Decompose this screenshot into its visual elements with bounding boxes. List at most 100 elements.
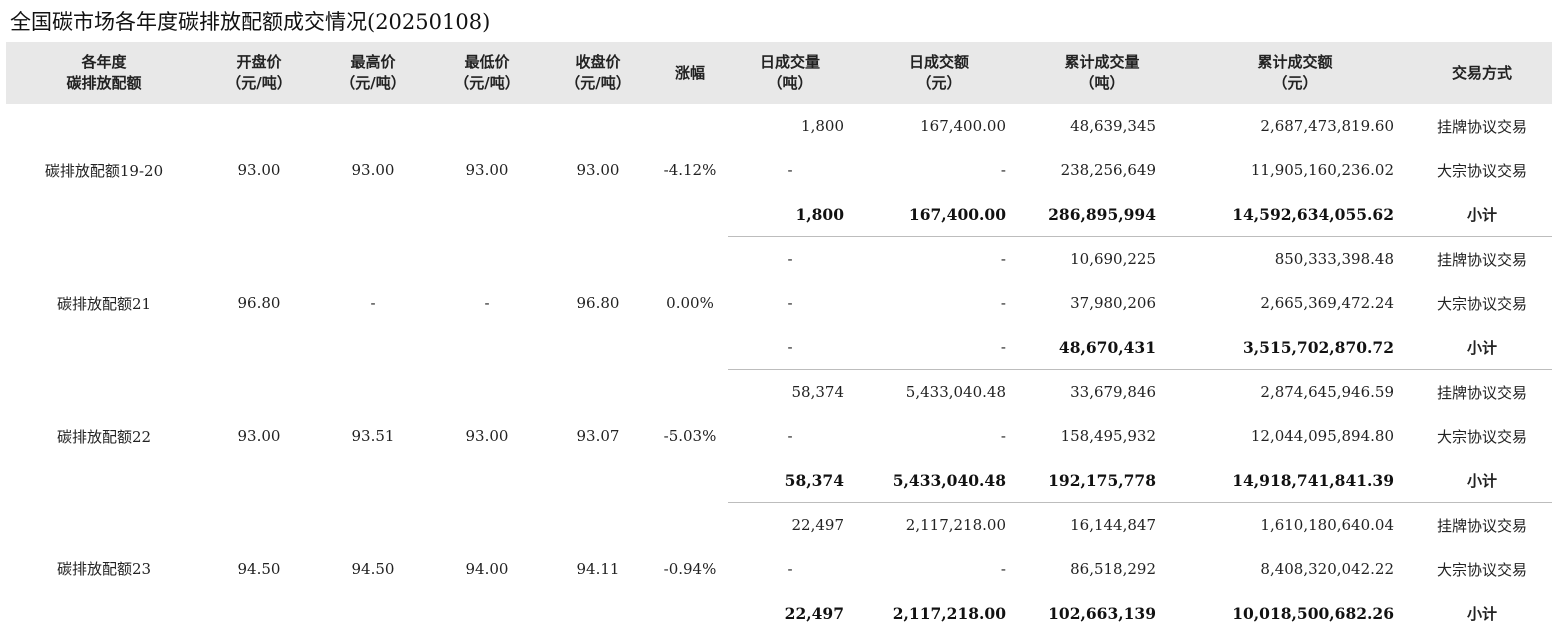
high-price: 94.50 <box>316 503 430 635</box>
low-price: 93.00 <box>430 104 544 237</box>
daily-amount: 167,400.00 <box>852 104 1026 148</box>
cumulative-volume: 10,690,225 <box>1026 237 1178 282</box>
open-price: 93.00 <box>202 370 316 503</box>
daily-volume: - <box>728 148 852 192</box>
allowance-name: 碳排放配额19-20 <box>6 104 202 237</box>
cumulative-volume: 158,495,932 <box>1026 414 1178 458</box>
low-price: 94.00 <box>430 503 544 635</box>
daily-volume: 58,374 <box>728 370 852 415</box>
header-daily-amount: 日成交额（元） <box>852 42 1026 104</box>
cumulative-volume: 48,639,345 <box>1026 104 1178 148</box>
daily-volume: - <box>728 237 852 282</box>
price-change: -4.12% <box>652 104 728 237</box>
price-change: -5.03% <box>652 370 728 503</box>
cumulative-amount: 850,333,398.48 <box>1178 237 1412 282</box>
trade-method: 挂牌协议交易 <box>1412 237 1552 282</box>
allowance-name: 碳排放配额21 <box>6 237 202 370</box>
trade-method: 挂牌协议交易 <box>1412 104 1552 148</box>
daily-volume: 22,497 <box>728 503 852 548</box>
daily-volume: - <box>728 547 852 591</box>
daily-amount: - <box>852 281 1026 325</box>
table-row: 碳排放配额23 94.50 94.50 94.00 94.11 -0.94% 2… <box>6 503 1552 548</box>
allowance-name: 碳排放配额22 <box>6 370 202 503</box>
close-price: 93.00 <box>544 104 652 237</box>
high-price: 93.51 <box>316 370 430 503</box>
trade-method: 大宗协议交易 <box>1412 148 1552 192</box>
header-daily-volume: 日成交量（吨） <box>728 42 852 104</box>
cumulative-amount: 2,665,369,472.24 <box>1178 281 1412 325</box>
daily-volume: 1,800 <box>728 104 852 148</box>
daily-amount-subtotal: 167,400.00 <box>852 192 1026 237</box>
close-price: 96.80 <box>544 237 652 370</box>
price-change: -0.94% <box>652 503 728 635</box>
cumulative-volume-subtotal: 286,895,994 <box>1026 192 1178 237</box>
daily-amount: - <box>852 237 1026 282</box>
daily-volume-subtotal: - <box>728 325 852 370</box>
trade-method: 大宗协议交易 <box>1412 547 1552 591</box>
low-price: - <box>430 237 544 370</box>
trade-method: 挂牌协议交易 <box>1412 370 1552 415</box>
cumulative-volume: 86,518,292 <box>1026 547 1178 591</box>
cumulative-amount: 11,905,160,236.02 <box>1178 148 1412 192</box>
allowance-name: 碳排放配额23 <box>6 503 202 635</box>
allowance-trading-table: 各年度碳排放配额 开盘价（元/吨） 最高价（元/吨） 最低价（元/吨） 收盘价（… <box>6 42 1552 635</box>
cumulative-amount-subtotal: 3,515,702,870.72 <box>1178 325 1412 370</box>
table-row: 碳排放配额21 96.80 - - 96.80 0.00% - - 10,690… <box>6 237 1552 282</box>
daily-amount-subtotal: - <box>852 325 1026 370</box>
header-open-price: 开盘价（元/吨） <box>202 42 316 104</box>
cumulative-amount-subtotal: 14,592,634,055.62 <box>1178 192 1412 237</box>
cumulative-volume: 16,144,847 <box>1026 503 1178 548</box>
cumulative-volume: 37,980,206 <box>1026 281 1178 325</box>
high-price: 93.00 <box>316 104 430 237</box>
daily-amount: 2,117,218.00 <box>852 503 1026 548</box>
cumulative-volume: 238,256,649 <box>1026 148 1178 192</box>
daily-amount-subtotal: 5,433,040.48 <box>852 458 1026 503</box>
daily-amount: - <box>852 547 1026 591</box>
trade-method: 大宗协议交易 <box>1412 281 1552 325</box>
open-price: 94.50 <box>202 503 316 635</box>
header-low-price: 最低价（元/吨） <box>430 42 544 104</box>
subtotal-label: 小计 <box>1412 458 1552 503</box>
subtotal-label: 小计 <box>1412 192 1552 237</box>
daily-volume: - <box>728 281 852 325</box>
cumulative-amount: 1,610,180,640.04 <box>1178 503 1412 548</box>
close-price: 94.11 <box>544 503 652 635</box>
header-cumulative-amount: 累计成交额（元） <box>1178 42 1412 104</box>
subtotal-label: 小计 <box>1412 591 1552 635</box>
daily-amount: 5,433,040.48 <box>852 370 1026 415</box>
subtotal-label: 小计 <box>1412 325 1552 370</box>
price-change: 0.00% <box>652 237 728 370</box>
cumulative-amount-subtotal: 10,018,500,682.26 <box>1178 591 1412 635</box>
trade-method: 挂牌协议交易 <box>1412 503 1552 548</box>
cumulative-volume-subtotal: 102,663,139 <box>1026 591 1178 635</box>
trade-method: 大宗协议交易 <box>1412 414 1552 458</box>
cumulative-volume-subtotal: 192,175,778 <box>1026 458 1178 503</box>
daily-amount-subtotal: 2,117,218.00 <box>852 591 1026 635</box>
daily-volume-subtotal: 1,800 <box>728 192 852 237</box>
cumulative-volume-subtotal: 48,670,431 <box>1026 325 1178 370</box>
header-high-price: 最高价（元/吨） <box>316 42 430 104</box>
low-price: 93.00 <box>430 370 544 503</box>
header-change: 涨幅 <box>652 42 728 104</box>
cumulative-amount: 12,044,095,894.80 <box>1178 414 1412 458</box>
daily-amount: - <box>852 148 1026 192</box>
high-price: - <box>316 237 430 370</box>
cumulative-amount-subtotal: 14,918,741,841.39 <box>1178 458 1412 503</box>
cumulative-amount: 2,874,645,946.59 <box>1178 370 1412 415</box>
daily-volume-subtotal: 22,497 <box>728 591 852 635</box>
daily-amount: - <box>852 414 1026 458</box>
table-row: 碳排放配额19-20 93.00 93.00 93.00 93.00 -4.12… <box>6 104 1552 148</box>
table-header-row: 各年度碳排放配额 开盘价（元/吨） 最高价（元/吨） 最低价（元/吨） 收盘价（… <box>6 42 1552 104</box>
close-price: 93.07 <box>544 370 652 503</box>
table-row: 碳排放配额22 93.00 93.51 93.00 93.07 -5.03% 5… <box>6 370 1552 415</box>
page-title: 全国碳市场各年度碳排放配额成交情况(20250108) <box>10 6 490 38</box>
daily-volume-subtotal: 58,374 <box>728 458 852 503</box>
open-price: 93.00 <box>202 104 316 237</box>
header-close-price: 收盘价（元/吨） <box>544 42 652 104</box>
cumulative-amount: 2,687,473,819.60 <box>1178 104 1412 148</box>
header-cumulative-volume: 累计成交量（吨） <box>1026 42 1178 104</box>
open-price: 96.80 <box>202 237 316 370</box>
daily-volume: - <box>728 414 852 458</box>
cumulative-amount: 8,408,320,042.22 <box>1178 547 1412 591</box>
header-name: 各年度碳排放配额 <box>6 42 202 104</box>
